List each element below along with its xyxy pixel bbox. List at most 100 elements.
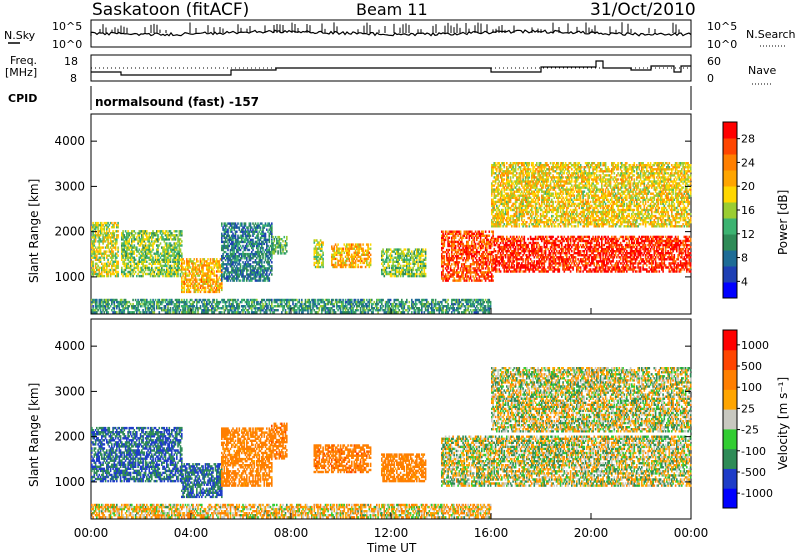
echo-cell <box>96 266 98 270</box>
echo-cell <box>166 244 168 247</box>
echo-cell <box>99 221 102 225</box>
echo-cell <box>109 256 112 259</box>
echo-cell <box>224 277 227 280</box>
echo-cell <box>107 272 109 276</box>
echo-cell <box>223 228 226 231</box>
echo-cell <box>103 264 106 268</box>
echo-cell <box>109 268 112 272</box>
echo-cell <box>244 244 247 248</box>
echo-cell <box>242 273 244 276</box>
echo-cell <box>177 262 179 265</box>
echo-cell <box>259 250 262 254</box>
echo-cell <box>144 272 147 276</box>
echo-cell <box>187 290 189 294</box>
echo-cell <box>141 256 143 259</box>
echo-cell <box>102 234 104 237</box>
echo-cell <box>246 252 248 256</box>
echo-cell <box>178 240 181 243</box>
echo-cell <box>108 224 111 227</box>
echo-cell <box>126 272 128 276</box>
echo-cell <box>277 246 279 249</box>
echo-cell <box>168 274 171 278</box>
echo-cell <box>126 250 128 253</box>
echo-cell <box>158 258 161 261</box>
echo-cell <box>259 222 262 225</box>
echo-cell <box>104 270 107 274</box>
echo-cell <box>127 248 129 251</box>
echo-cell <box>123 244 126 247</box>
echo-cell <box>237 273 239 276</box>
echo-cell <box>207 280 209 283</box>
echo-cell <box>513 235 516 239</box>
echo-cell <box>138 240 141 243</box>
echo-cell <box>209 286 212 289</box>
echo-cell <box>282 248 284 251</box>
echo-cell <box>212 272 214 275</box>
echo-cell <box>237 267 239 270</box>
echo-cell <box>113 264 116 268</box>
echo-cell <box>131 238 133 241</box>
echo-cell <box>141 270 143 274</box>
echo-cell <box>151 244 153 247</box>
echo-cell <box>256 242 258 246</box>
echo-cell <box>169 234 172 237</box>
echo-cell <box>163 232 166 235</box>
echo-cell <box>223 232 226 235</box>
echo-cell <box>216 274 218 277</box>
echo-cell <box>186 284 188 287</box>
echo-cell <box>127 242 129 245</box>
echo-cell <box>166 260 168 263</box>
echo-cell <box>342 265 344 269</box>
echo-cell <box>254 271 257 274</box>
echo-cell <box>277 235 279 239</box>
echo-cell <box>261 234 263 237</box>
echo-cell <box>261 275 263 278</box>
echo-cell <box>201 274 203 277</box>
echo-cell <box>189 280 192 283</box>
echo-cell <box>604 266 607 269</box>
echo-cell <box>489 255 492 258</box>
echo-cell <box>202 282 204 285</box>
echo-cell <box>251 252 253 256</box>
echo-cell <box>588 235 591 239</box>
echo-cell <box>173 234 176 237</box>
echo-cell <box>113 234 116 237</box>
echo-cell <box>223 234 226 237</box>
echo-cell <box>244 236 247 239</box>
echo-cell <box>231 267 233 270</box>
echo-cell <box>128 270 131 274</box>
echo-cell <box>269 252 272 256</box>
echo-cell <box>243 222 246 225</box>
echo-cell <box>167 236 169 239</box>
echo-cell <box>172 260 174 263</box>
echo-cell <box>224 267 227 270</box>
echo-cell <box>151 268 153 272</box>
echo-cell <box>416 258 418 261</box>
echo-cell <box>243 265 246 268</box>
echo-cell <box>271 228 273 231</box>
echo-cell <box>424 258 427 261</box>
echo-cell <box>173 274 176 278</box>
echo-cell <box>101 230 103 233</box>
echo-cell <box>139 240 142 243</box>
echo-cell <box>93 236 96 239</box>
echo-cell <box>208 270 211 273</box>
echo-cell <box>227 259 229 262</box>
echo-cell <box>546 235 548 239</box>
echo-cell <box>178 242 181 245</box>
echo-cell <box>176 242 178 245</box>
echo-cell <box>102 240 104 243</box>
echo-cell <box>252 257 254 260</box>
echo-cell <box>461 255 463 258</box>
echo-cell <box>218 270 221 273</box>
echo-cell <box>101 270 103 274</box>
echo-cell <box>238 261 241 264</box>
echo-cell <box>106 236 108 239</box>
echo-cell <box>117 254 119 257</box>
echo-cell <box>94 256 97 259</box>
echo-cell <box>239 259 242 262</box>
echo-cell <box>94 252 97 255</box>
echo-cell <box>192 284 194 287</box>
echo-cell <box>93 252 96 255</box>
echo-cell <box>264 269 267 272</box>
